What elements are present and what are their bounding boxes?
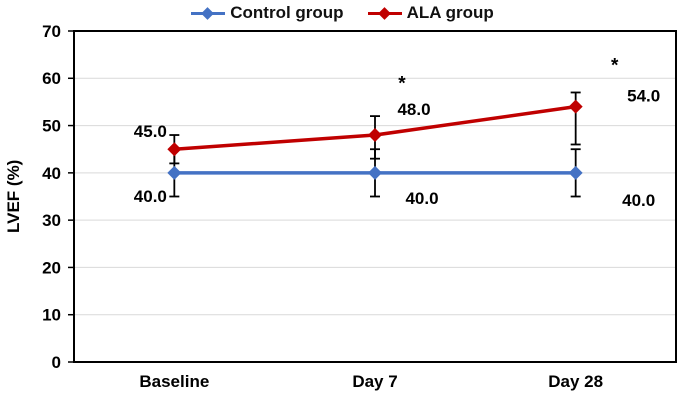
y-tick-label: 0 [52, 353, 61, 372]
data-point-control-group-day-7 [368, 165, 382, 180]
y-tick-label: 70 [42, 22, 61, 41]
y-tick-label: 20 [42, 258, 61, 277]
data-point-ala-group-baseline [167, 142, 182, 157]
control-group-line-marker-icon [191, 6, 226, 21]
x-tick-label: Day 7 [352, 372, 397, 391]
data-label-ala-group-day-7: 48.0 [397, 100, 430, 119]
chart-legend: Control group ALA group [0, 3, 685, 23]
data-label-control-group-day-28: 40.0 [622, 191, 655, 210]
ala-group-line-marker-icon [367, 6, 402, 21]
y-tick-label: 60 [42, 69, 61, 88]
data-point-ala-group-day-7 [368, 128, 382, 143]
legend-entry-ala-group: ALA group [367, 3, 494, 23]
legend-entry-control-group: Control group [191, 3, 344, 23]
significance-asterisk: * [398, 74, 406, 95]
data-point-control-group-baseline [167, 165, 182, 180]
legend-label-control-group: Control group [230, 3, 344, 22]
y-tick-label: 10 [42, 306, 61, 325]
x-tick-label: Baseline [139, 372, 209, 391]
data-label-control-group-day-7: 40.0 [405, 189, 438, 208]
plot-border [73, 30, 677, 363]
data-point-ala-group-day-28 [568, 99, 583, 114]
significance-asterisk: * [611, 55, 619, 76]
y-tick-label: 30 [42, 211, 61, 230]
data-label-ala-group-day-28: 54.0 [627, 87, 660, 106]
y-tick-label: 50 [42, 117, 61, 136]
legend-label-ala-group: ALA group [406, 3, 494, 22]
data-point-control-group-day-28 [568, 165, 583, 180]
data-label-control-group-baseline: 40.0 [134, 187, 167, 206]
x-tick-label: Day 28 [548, 372, 603, 391]
y-tick-label: 40 [42, 164, 61, 183]
data-label-ala-group-baseline: 45.0 [134, 122, 167, 141]
